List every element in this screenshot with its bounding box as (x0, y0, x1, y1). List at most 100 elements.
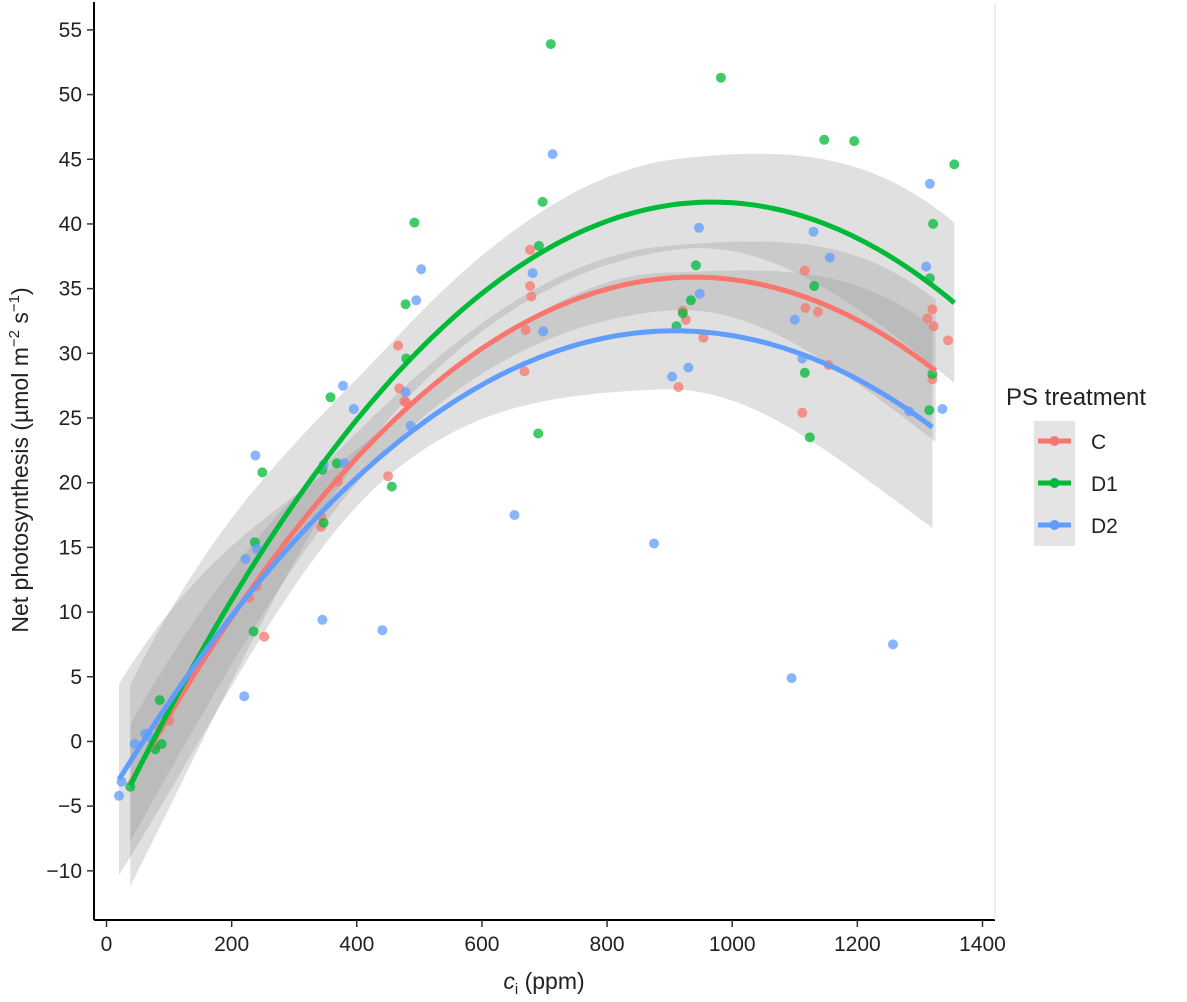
x-tick-label: 0 (101, 933, 113, 956)
data-point-d2 (694, 222, 704, 233)
y-axis-title-end: ) (7, 287, 33, 295)
data-point-d1 (545, 39, 556, 50)
data-point-d1 (156, 739, 167, 749)
axes: 0 200 400 600 800 1000 1200 1400 −10 −5 0 5 10 15 20 25… (46, 2, 1006, 956)
y-axis-title-sup1: −2 (6, 330, 23, 347)
y-tick-label: 25 (59, 407, 82, 430)
data-point-d2 (538, 326, 549, 337)
legend-title: PS treatment (1006, 384, 1146, 411)
data-point-d2 (683, 362, 694, 373)
data-point-d2 (789, 314, 800, 325)
x-tick-label: 1000 (709, 933, 756, 956)
data-point-c (519, 366, 530, 377)
data-point-d2 (114, 790, 124, 801)
data-point-c (800, 303, 811, 313)
data-point-d2 (924, 178, 935, 189)
data-point-d1 (804, 432, 815, 443)
data-point-c (922, 313, 933, 324)
y-tick-label: 10 (59, 601, 82, 624)
data-point-d1 (537, 196, 548, 207)
data-point-d1 (928, 218, 939, 229)
x-tick-label: 1200 (834, 933, 881, 956)
data-point-c (698, 332, 709, 343)
fit-lines (116, 199, 956, 787)
data-point-d1 (409, 217, 420, 228)
x-tick-label: 400 (339, 933, 374, 956)
fit-line-d2 (116, 328, 934, 781)
data-point-d2 (411, 295, 422, 306)
data-point-d1 (715, 72, 726, 83)
data-point-d1 (386, 481, 397, 492)
data-point-d1 (949, 159, 960, 170)
x-tick-label: 200 (214, 933, 249, 956)
data-point-d1 (318, 517, 329, 528)
y-tick-label: 0 (70, 730, 82, 753)
y-axis-title-main: Net photosynthesis (µmol m (7, 347, 33, 633)
data-point-c (526, 291, 537, 302)
data-point-d1 (154, 695, 165, 706)
data-point-d1 (819, 134, 830, 145)
legend-key-dot-d1 (1049, 478, 1060, 488)
data-point-d1 (533, 240, 544, 251)
data-point-d2 (824, 252, 835, 263)
data-point-d2 (240, 554, 251, 564)
data-point-d2 (509, 510, 520, 520)
data-point-d2 (250, 450, 261, 461)
y-tick-label: 5 (70, 666, 82, 689)
data-point-d1 (400, 299, 411, 310)
confidence-band-d1 (130, 153, 955, 887)
data-point-d1 (685, 295, 696, 306)
x-tick-label: 800 (590, 933, 625, 956)
x-tick-label: 600 (464, 933, 499, 956)
data-point-c (520, 325, 531, 335)
data-point-c (812, 306, 823, 317)
y-tick-label: 35 (59, 278, 82, 301)
x-axis-title-main: c (503, 968, 515, 994)
x-axis-title-units: (ppm) (518, 968, 584, 994)
data-point-d2 (377, 625, 388, 636)
data-point-d2 (888, 639, 898, 650)
data-point-d2 (348, 404, 359, 414)
y-tick-label: 40 (59, 213, 82, 236)
data-point-d2 (239, 691, 250, 702)
data-point-d1 (809, 281, 820, 291)
data-point-d1 (325, 392, 336, 403)
legend-label-d2: D2 (1091, 515, 1118, 538)
y-tick-label: 30 (59, 342, 82, 365)
data-point-d1 (533, 428, 544, 439)
y-tick-label: 15 (59, 536, 82, 559)
data-point-d1 (331, 458, 342, 469)
data-point-d1 (799, 367, 810, 378)
legend-label-c: C (1091, 431, 1106, 454)
y-tick-label: −10 (46, 860, 82, 883)
data-point-c (673, 382, 684, 392)
legend: C D1 D2 (1034, 421, 1118, 546)
y-tick-label: −5 (58, 795, 82, 818)
y-axis-title-mid: s (7, 312, 33, 330)
data-point-c (525, 244, 536, 255)
data-point-c (383, 471, 394, 482)
data-point-d2 (808, 226, 819, 237)
y-tick-label: 20 (59, 472, 82, 495)
data-point-d1 (924, 405, 935, 416)
data-point-d2 (921, 261, 932, 272)
legend-key-dot-c (1049, 436, 1060, 446)
x-axis-title-subscript: i (515, 981, 518, 997)
y-tick-label: 50 (59, 84, 82, 107)
data-point-d2 (649, 538, 659, 549)
y-axis-title: Net photosynthesis (µmol m−2 s−1) (6, 287, 33, 632)
data-point-d2 (694, 288, 705, 299)
data-point-d2 (338, 380, 348, 391)
data-point-c (943, 335, 954, 346)
data-point-c (259, 631, 270, 642)
data-point-d2 (416, 264, 427, 275)
data-point-d2 (400, 387, 411, 398)
x-axis-title: ci (ppm) (503, 968, 584, 997)
data-point-c (797, 407, 808, 418)
data-point-d2 (527, 268, 538, 279)
data-point-d2 (937, 404, 948, 414)
fit-line-c (128, 274, 938, 785)
confidence-band-d2 (119, 270, 933, 876)
